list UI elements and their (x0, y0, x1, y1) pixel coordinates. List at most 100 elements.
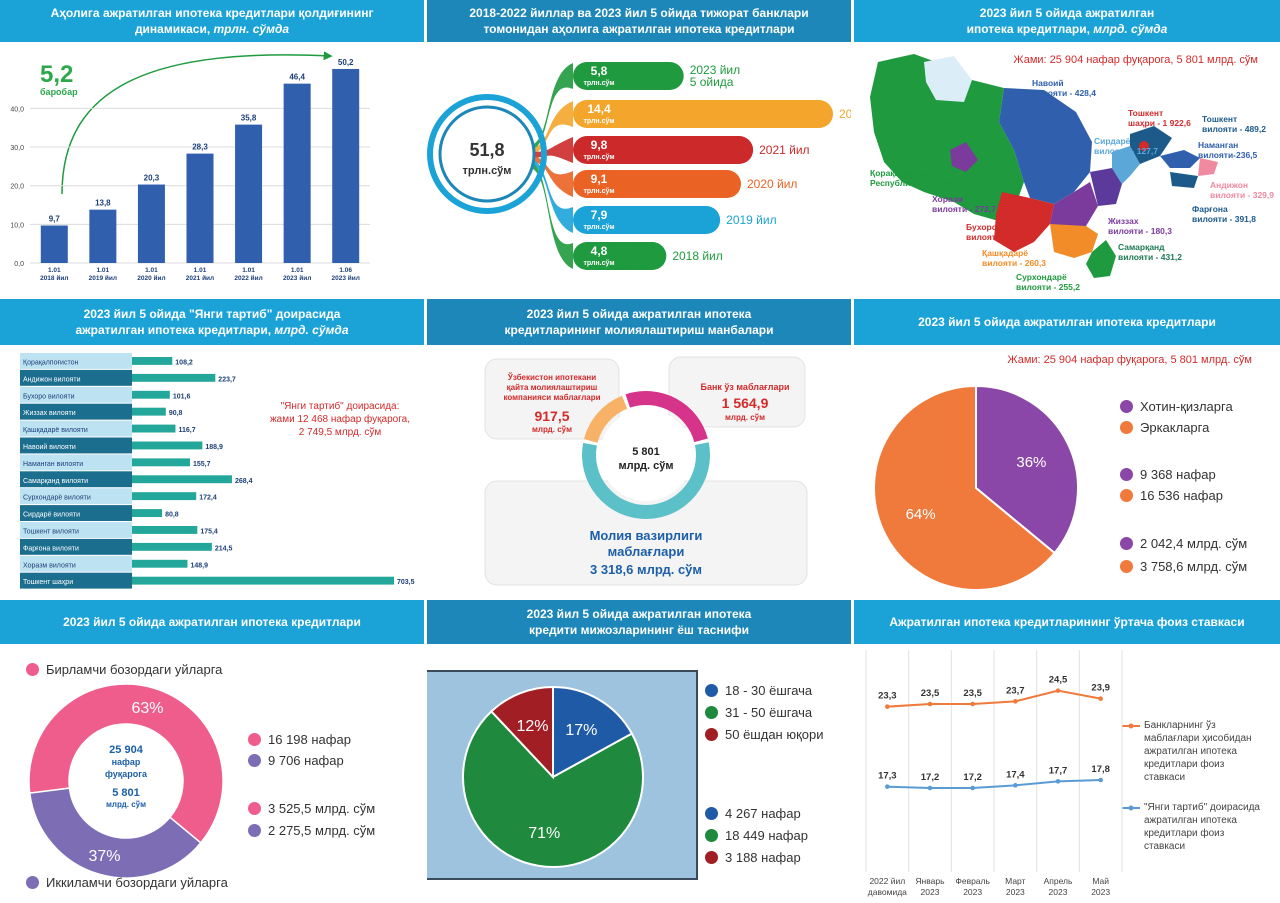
year-bar-value: 4,8 (591, 244, 608, 258)
legend1-l2: маблағлари ҳисобидан (1144, 732, 1252, 744)
series-point (1098, 777, 1103, 783)
map-total-note: Жами: 25 904 нафар фуқарога, 5 801 млрд.… (1013, 54, 1258, 66)
region-label-box (20, 488, 132, 505)
legend1-l4: кредитлари фоиз (1144, 758, 1225, 770)
men-count: 16 536 нафар (1140, 488, 1223, 503)
year-label: 2022 йил (839, 107, 851, 121)
y-tick-label: 0,0 (14, 261, 24, 268)
region-label-box (20, 538, 132, 555)
age-cnt3-swatch (705, 851, 718, 864)
age-cat3-swatch (705, 728, 718, 741)
fan-connector (527, 155, 573, 197)
pie-slice (489, 685, 554, 780)
series-point (927, 701, 933, 707)
region-tashkent-city (1139, 141, 1149, 151)
region-value: шаҳри - 1 922,6 (1128, 118, 1191, 128)
region-value: вилояти - 255,2 (1016, 282, 1080, 292)
region-label: Андижон вилояти (23, 376, 81, 383)
year-label: 2018 йил (672, 249, 722, 263)
series-point (885, 784, 890, 789)
series-line (887, 779, 1101, 789)
point-label: 17,2 (963, 772, 982, 783)
hbar (132, 526, 198, 534)
legend-primary-swatch (26, 663, 39, 676)
year-bar (573, 100, 833, 128)
title-line1: 2023 йил 5 ойида "Янги тартиб" доирасида (83, 306, 341, 321)
hbar-value-label: 108,2 (175, 359, 193, 366)
region-label-box (20, 522, 132, 538)
year-bar-value: 14,4 (587, 102, 611, 116)
year-bar-value: 9,1 (591, 172, 608, 186)
bar-value-label: 28,3 (192, 143, 208, 152)
age-cnt2-swatch (705, 829, 718, 842)
ring-segment (584, 395, 628, 443)
region-label: Қашқадарё вилояти (23, 427, 88, 434)
region-jizzakh (1090, 168, 1122, 206)
panel-title: 2023 йил 5 ойида ажратилган ипотека кред… (427, 600, 851, 644)
region-label: Фарғона вилояти (23, 545, 79, 552)
year-label: 2021 йил (759, 143, 809, 157)
hbar (132, 441, 203, 450)
year-bar-value: 9,8 (591, 138, 608, 152)
title-unit: трлн. сўмда (213, 22, 290, 36)
center-line2: нафар (112, 757, 141, 767)
year-bar-unit: трлн.сўм (583, 79, 614, 87)
region-label: Қорақалпоғистон (870, 168, 943, 178)
primary-count-row: 16 198 нафар (248, 732, 351, 747)
point-label: 24,5 (1049, 675, 1068, 686)
legend1-marker (1128, 723, 1134, 729)
region-label: Бухоро (966, 222, 997, 232)
point-label: 23,5 (921, 688, 940, 699)
center-value: 5 801 (632, 446, 660, 458)
series-point (1098, 696, 1103, 701)
x-tick-label: 1.06 (339, 267, 352, 274)
new-order-bar-chart: "Янги тартиб" доирасида: жами 12 468 наф… (20, 353, 415, 589)
legend-secondary-swatch (26, 876, 39, 889)
x-tick-label: 2021 йил (186, 274, 214, 282)
region-navoi (999, 88, 1092, 204)
bar-value-label: 50,2 (338, 58, 354, 67)
age-cnt3: 3 188 нафар (725, 850, 801, 865)
x-tick-label: 2022 йил (869, 876, 905, 886)
region-label: Наманган вилояти (23, 461, 83, 468)
x-tick-label: 2023 (921, 887, 940, 897)
hbar (132, 576, 394, 585)
title-line1: 2023 йил 5 ойида ажратилган ипотека (526, 306, 752, 321)
bar-value-label: 20,3 (144, 174, 160, 183)
total-note: Жами: 25 904 нафар фуқарога, 5 801 млрд.… (1007, 354, 1252, 366)
year-bar (573, 170, 741, 198)
region-syrdarya (1112, 146, 1140, 184)
region-value: вилояти - 180,3 (1108, 226, 1172, 236)
source3-line2: маблағлари (608, 544, 685, 559)
market-donut-chart: 25 904 нафар фуқарога 5 801 млрд. сўм 63… (28, 683, 224, 879)
region-label-box (20, 572, 132, 589)
donut-segment (28, 787, 202, 879)
hbar-value-label: 90,8 (169, 410, 183, 417)
legend-men-label: Эркакларга (1140, 420, 1210, 435)
hbar-value-label: 101,6 (173, 393, 191, 400)
age-cat1-label: 18 - 30 ёшгача (725, 683, 813, 698)
bar-value-label: 13,8 (95, 199, 111, 208)
point-label: 23,3 (878, 691, 897, 702)
panel-new-order-regions: 2023 йил 5 ойида "Янги тартиб" доирасида… (0, 299, 424, 597)
legend-women-swatch (1120, 400, 1133, 413)
point-label: 23,9 (1091, 683, 1110, 694)
year-bar-value: 7,9 (591, 208, 608, 222)
region-value: Республикаси - 248,6 (870, 178, 958, 188)
region-namangan (1160, 150, 1200, 168)
legend2-l1: "Янги тартиб" доирасида (1144, 801, 1260, 813)
region-label: Сурхондарё вилояти (23, 495, 91, 502)
year-label: 5 ойида (690, 75, 734, 89)
primary-count-swatch (248, 733, 261, 746)
ring-center (600, 409, 692, 501)
panel-title: 2023 йил 5 ойида ажратилган ипотека кред… (427, 299, 851, 345)
uzbekistan-map: Жами: 25 904 нафар фуқарога, 5 801 млрд.… (870, 54, 1274, 292)
region-value: вилояти - 127,7 (1094, 146, 1158, 156)
total-unit: трлн.сўм (463, 165, 512, 177)
hbar (132, 390, 170, 399)
fan-connector (527, 101, 573, 155)
y-tick-label: 20,0 (10, 184, 24, 191)
hbar (132, 458, 190, 467)
region-bukhara (994, 192, 1054, 252)
legend2-l4: ставкаси (1144, 841, 1185, 852)
